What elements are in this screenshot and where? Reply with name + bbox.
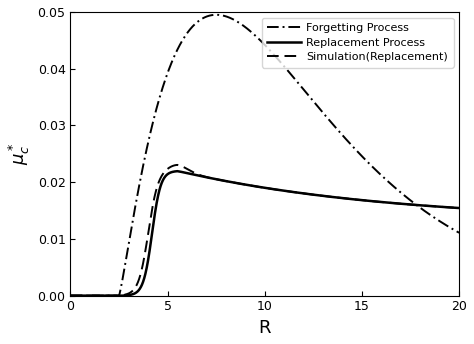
Forgetting Process (213, 13, 219, 17)
Forgetting Process (407, 198, 412, 202)
Simulation(Replacement) (217, 178, 223, 182)
Simulation(Replacement) (68, 293, 73, 298)
Legend: Forgetting Process, Replacement Process, Simulation(Replacement): Forgetting Process, Replacement Process,… (262, 18, 454, 67)
Forgetting Process (135, 190, 141, 194)
Line: Replacement Process: Replacement Process (71, 171, 459, 295)
Forgetting Process (68, 293, 73, 298)
Replacement Process (449, 205, 455, 209)
Replacement Process (217, 178, 223, 182)
Forgetting Process (449, 226, 455, 230)
Forgetting Process (234, 19, 239, 23)
Simulation(Replacement) (456, 206, 462, 210)
Line: Forgetting Process: Forgetting Process (71, 15, 459, 295)
Simulation(Replacement) (112, 293, 118, 298)
Replacement Process (456, 206, 462, 210)
Replacement Process (68, 293, 73, 298)
Replacement Process (407, 202, 412, 206)
Replacement Process (174, 169, 180, 173)
Y-axis label: $\mu_c^*$: $\mu_c^*$ (7, 142, 32, 165)
Forgetting Process (456, 231, 462, 235)
Replacement Process (234, 181, 239, 185)
X-axis label: R: R (258, 319, 271, 337)
Forgetting Process (217, 13, 223, 17)
Line: Simulation(Replacement): Simulation(Replacement) (71, 165, 459, 295)
Forgetting Process (112, 293, 118, 298)
Simulation(Replacement) (234, 181, 239, 185)
Simulation(Replacement) (135, 280, 141, 284)
Simulation(Replacement) (174, 163, 180, 167)
Simulation(Replacement) (407, 202, 412, 206)
Replacement Process (112, 293, 118, 298)
Replacement Process (135, 289, 141, 293)
Simulation(Replacement) (449, 205, 455, 209)
